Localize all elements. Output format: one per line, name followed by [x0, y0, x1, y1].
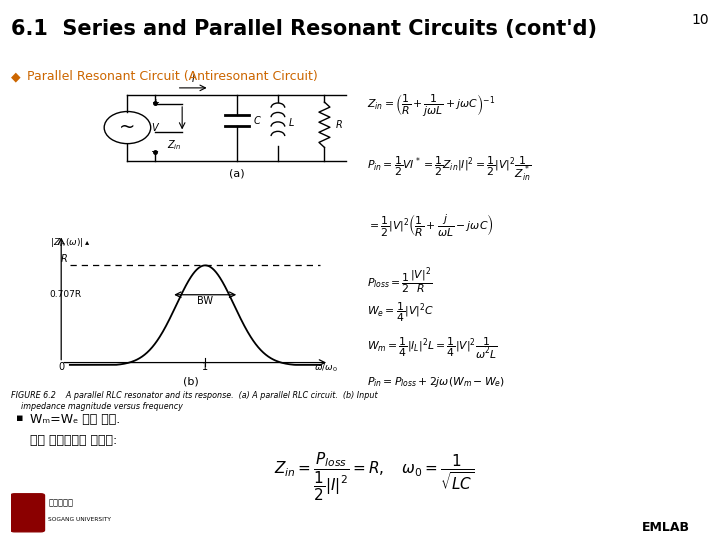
Text: $W_e = \dfrac{1}{4}|V|^2C$: $W_e = \dfrac{1}{4}|V|^2C$	[367, 300, 434, 323]
Text: BW: BW	[197, 296, 213, 306]
Text: −: −	[150, 147, 159, 157]
Text: $W_m = \dfrac{1}{4}|I_L|^2L = \dfrac{1}{4}|V|^2\dfrac{1}{\omega^2 L}$: $W_m = \dfrac{1}{4}|I_L|^2L = \dfrac{1}{…	[367, 336, 498, 361]
Text: $Z_{in}$: $Z_{in}$	[166, 139, 181, 152]
Text: 서강대학교: 서강대학교	[48, 498, 73, 507]
Text: ◆: ◆	[11, 70, 20, 83]
Text: L: L	[289, 118, 294, 128]
FancyBboxPatch shape	[11, 494, 45, 532]
Text: $\omega/\omega_0$: $\omega/\omega_0$	[315, 361, 338, 374]
Text: $P_{in} = \dfrac{1}{2}VI^* = \dfrac{1}{2}Z_{in}|I|^2 = \dfrac{1}{2}|V|^2\dfrac{1: $P_{in} = \dfrac{1}{2}VI^* = \dfrac{1}{2…	[367, 154, 532, 183]
Text: $|Z_{in}(\omega)|$: $|Z_{in}(\omega)|$	[50, 236, 84, 249]
Text: C: C	[253, 116, 260, 126]
Text: $Z_{in} = \left(\dfrac{1}{R} + \dfrac{1}{j\omega L} + j\omega C\right)^{-1}$: $Z_{in} = \left(\dfrac{1}{R} + \dfrac{1}…	[367, 93, 496, 119]
Text: $P_{loss} = \dfrac{1}{2}\dfrac{|V|^2}{R}$: $P_{loss} = \dfrac{1}{2}\dfrac{|V|^2}{R}…	[367, 265, 433, 295]
Text: (a): (a)	[229, 169, 245, 179]
Text: I: I	[192, 74, 194, 84]
Text: 입력 임피던스와 주파수:: 입력 임피던스와 주파수:	[30, 434, 117, 447]
Text: 1: 1	[202, 362, 208, 372]
Text: ~: ~	[120, 118, 135, 137]
Text: +: +	[150, 98, 159, 108]
Text: Wₘ=Wₑ 이면 공진.: Wₘ=Wₑ 이면 공진.	[30, 413, 120, 426]
Text: Parallel Resonant Circuit (Antiresonant Circuit): Parallel Resonant Circuit (Antiresonant …	[27, 70, 318, 83]
Text: R: R	[336, 120, 342, 130]
Text: FIGURE 6.2    A parallel RLC resonator and its response.  (a) A parallel RLC cir: FIGURE 6.2 A parallel RLC resonator and …	[11, 392, 377, 401]
Text: (b): (b)	[183, 376, 199, 386]
Text: $Z_{in} = \dfrac{P_{loss}}{\dfrac{1}{2}|I|^2} = R, \quad \omega_0 = \dfrac{1}{\s: $Z_{in} = \dfrac{P_{loss}}{\dfrac{1}{2}|…	[274, 451, 474, 503]
Text: ▪: ▪	[16, 413, 23, 423]
Text: $\blacktriangle$: $\blacktriangle$	[84, 238, 91, 247]
Text: 6.1  Series and Parallel Resonant Circuits (cont'd): 6.1 Series and Parallel Resonant Circuit…	[11, 19, 597, 39]
Text: R: R	[60, 253, 68, 264]
Text: V: V	[151, 123, 158, 133]
Text: 0: 0	[58, 362, 64, 372]
Text: 0.707R: 0.707R	[50, 290, 82, 299]
Text: impedance magnitude versus frequency: impedance magnitude versus frequency	[11, 402, 183, 411]
Text: SOGANG UNIVERSITY: SOGANG UNIVERSITY	[48, 517, 111, 522]
Text: 10: 10	[692, 14, 709, 28]
Text: EMLAB: EMLAB	[642, 521, 690, 534]
Text: $P_{in} = P_{loss} + 2j\omega(W_m - W_e)$: $P_{in} = P_{loss} + 2j\omega(W_m - W_e)…	[367, 375, 505, 389]
Text: $= \dfrac{1}{2}|V|^2\left(\dfrac{1}{R} + \dfrac{j}{\omega L} - j\omega C\right)$: $= \dfrac{1}{2}|V|^2\left(\dfrac{1}{R} +…	[367, 213, 494, 239]
